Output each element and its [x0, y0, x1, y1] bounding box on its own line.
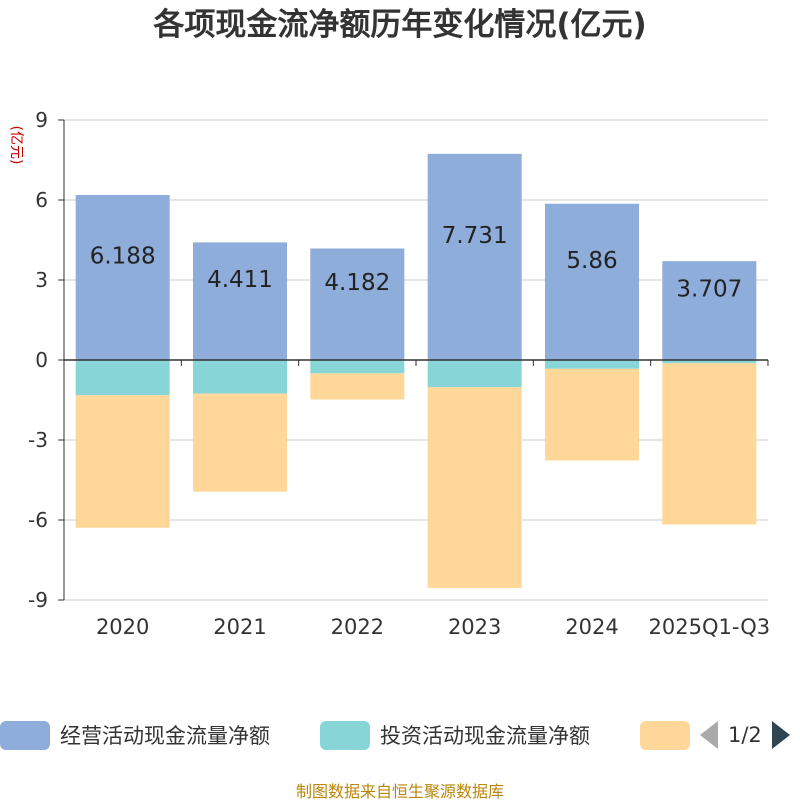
- bar-s1-2025Q1-Q3: [662, 360, 757, 364]
- data-label-2025Q1-Q3: 3.707: [676, 277, 742, 303]
- bar-s2-2022: [310, 373, 405, 400]
- bar-s0-2020: [75, 194, 170, 360]
- y-axis-label: (亿元): [8, 126, 24, 165]
- bar-s1-2023: [427, 360, 522, 388]
- bar-s2-2024: [545, 368, 639, 461]
- bar-s0-2021: [193, 242, 287, 360]
- legend: 经营活动现金流量净额 投资活动现金流量净额: [0, 715, 800, 755]
- data-source-note: 制图数据来自恒生聚源数据库: [295, 782, 504, 801]
- bar-s2-2020: [75, 395, 170, 528]
- x-tick-label-2021: 2021: [213, 615, 266, 639]
- data-label-2020: 6.188: [90, 243, 156, 269]
- data-label-2021: 4.411: [207, 267, 273, 293]
- bar-s1-2020: [75, 360, 170, 396]
- legend-next-page-icon[interactable]: [771, 721, 790, 749]
- legend-item-financing[interactable]: [640, 715, 700, 755]
- bar-s0-2025Q1-Q3: [662, 261, 757, 360]
- legend-item-investing[interactable]: 投资活动现金流量净额: [320, 715, 590, 755]
- y-tick-label-3: 0: [35, 348, 48, 372]
- y-tick-label-0: 9: [35, 108, 48, 132]
- legend-page-indicator: 1/2: [728, 723, 762, 747]
- legend-swatch-operating: [0, 720, 50, 750]
- legend-label-investing: 投资活动现金流量净额: [380, 724, 590, 748]
- legend-pager: 1/2: [700, 715, 790, 755]
- legend-prev-page-icon[interactable]: [700, 721, 718, 749]
- y-tick-label-1: 6: [35, 188, 48, 212]
- y-tick-label-2: 3: [35, 268, 48, 292]
- x-tick-label-2025Q1-Q3: 2025Q1-Q3: [649, 615, 771, 639]
- data-label-2024: 5.86: [566, 248, 617, 274]
- chart-title: 各项现金流净额历年变化情况(亿元): [153, 7, 647, 43]
- legend-item-operating[interactable]: 经营活动现金流量净额: [0, 715, 270, 755]
- bar-s0-2022: [310, 248, 405, 360]
- chart-svg: 9 6 3 0 -3 -6 -9 (亿元) 6.188 4.411 4.182 7.731 5.86 3.…: [8, 108, 771, 639]
- bar-s0-2023: [427, 153, 522, 360]
- bar-s0-2024: [545, 203, 639, 360]
- bar-s1-2022: [310, 360, 405, 374]
- x-tick-label-2020: 2020: [96, 615, 149, 639]
- y-tick-label-5: -6: [28, 508, 48, 532]
- data-label-2023: 7.731: [442, 223, 508, 249]
- bar-s1-2024: [545, 360, 639, 369]
- bar-s1-2021: [193, 360, 287, 394]
- bar-s2-2021: [193, 393, 287, 492]
- legend-swatch-financing: [640, 720, 690, 750]
- bar-s2-2025Q1-Q3: [662, 363, 757, 525]
- data-label-2022: 4.182: [324, 270, 390, 296]
- x-tick-label-2024: 2024: [565, 615, 618, 639]
- bar-s2-2023: [427, 387, 522, 588]
- legend-label-operating: 经营活动现金流量净额: [60, 724, 270, 748]
- y-tick-label-4: -3: [28, 428, 48, 452]
- x-tick-label-2023: 2023: [448, 615, 501, 639]
- x-tick-label-2022: 2022: [331, 615, 384, 639]
- y-tick-label-6: -9: [28, 588, 48, 612]
- legend-swatch-investing: [320, 720, 370, 750]
